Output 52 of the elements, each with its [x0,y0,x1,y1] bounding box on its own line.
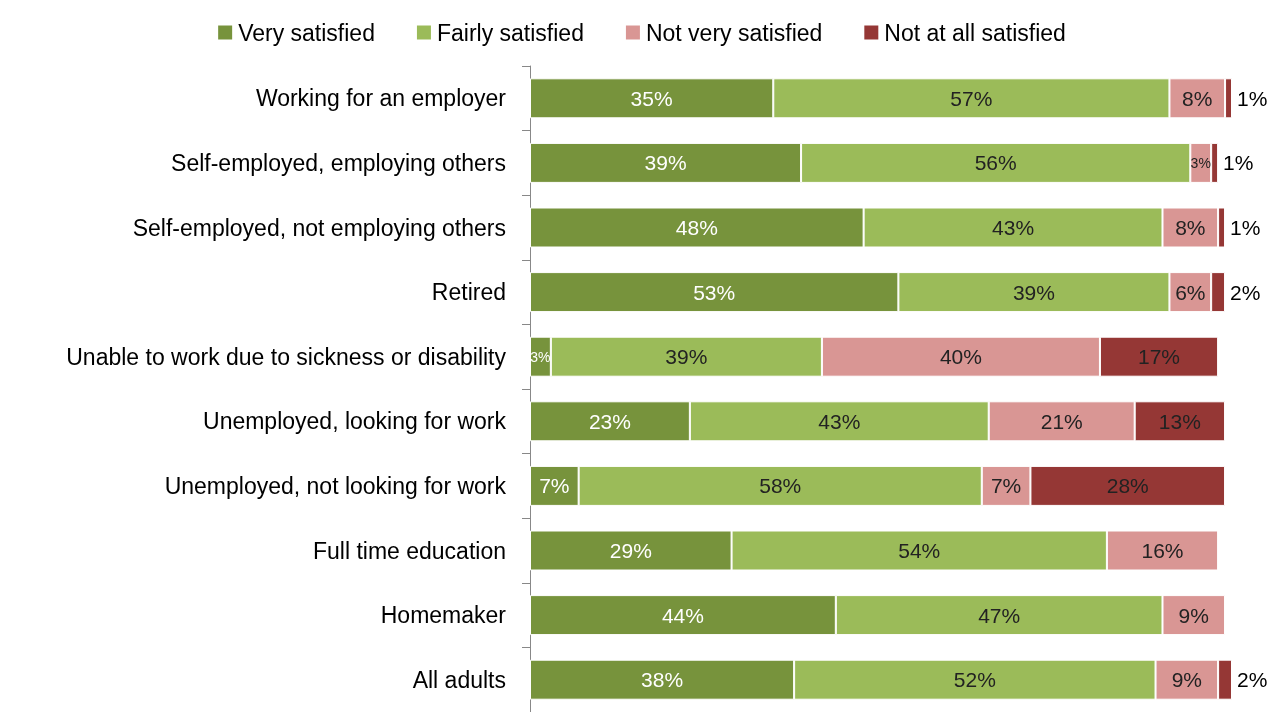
y-tick-label: Unemployed, not looking for work [164,472,507,499]
data-label: 39% [1012,280,1055,304]
y-tick-label: Self-employed, employing others [171,149,506,176]
data-label: 6% [1175,280,1206,304]
data-label: 58% [759,474,802,498]
data-label: 3% [1190,154,1211,171]
data-label: 7% [539,474,570,498]
data-label: 1% [1230,216,1261,239]
data-label: 40% [939,345,982,369]
y-tick-label: Homemaker [380,602,507,629]
data-label: 35% [630,86,673,110]
data-label: 17% [1138,345,1181,369]
data-label: 8% [1182,86,1213,110]
legend-label: Not very satisfied [645,19,823,46]
data-label: 56% [974,151,1017,175]
data-label: 43% [992,216,1035,239]
data-label: 9% [1178,603,1209,627]
data-label: 9% [1171,668,1202,692]
data-label: 44% [661,603,704,627]
y-tick-label: Self-employed, not employing others [132,214,506,241]
data-label: 29% [609,539,652,562]
data-label: 52% [953,668,996,692]
y-tick-label: Full time education [312,537,506,564]
data-label: 48% [675,216,718,239]
y-tick-label: Retired [431,279,506,306]
y-tick-label: Working for an employer [255,85,507,112]
legend-label: Not at all satisfied [884,19,1066,46]
data-label: 38% [641,668,684,692]
y-tick-label: Unemployed, looking for work [203,408,507,435]
data-label: 39% [644,151,687,175]
data-label: 39% [665,345,708,369]
data-label: 28% [1106,474,1149,498]
data-label: 1% [1237,86,1268,110]
data-label: 3% [530,348,551,365]
data-label: 53% [693,280,736,304]
data-label: 47% [978,603,1021,627]
data-label: 23% [588,409,631,433]
data-label: 8% [1175,216,1206,239]
data-label: 2% [1237,668,1268,692]
data-label: 21% [1040,409,1083,433]
y-tick-label: All adults [412,666,506,693]
data-label: 7% [990,474,1022,498]
data-label: 16% [1141,539,1184,562]
data-label: 13% [1158,409,1201,433]
data-label: 54% [898,539,941,562]
data-label: 43% [818,409,861,433]
data-label: 57% [950,86,993,110]
data-label: 1% [1223,151,1254,175]
legend-label: Fairly satisfied [436,19,584,46]
y-tick-label: Unable to work due to sickness or disability [66,343,507,370]
legend-label: Very satisfied [238,19,375,46]
data-label: 2% [1230,280,1261,304]
